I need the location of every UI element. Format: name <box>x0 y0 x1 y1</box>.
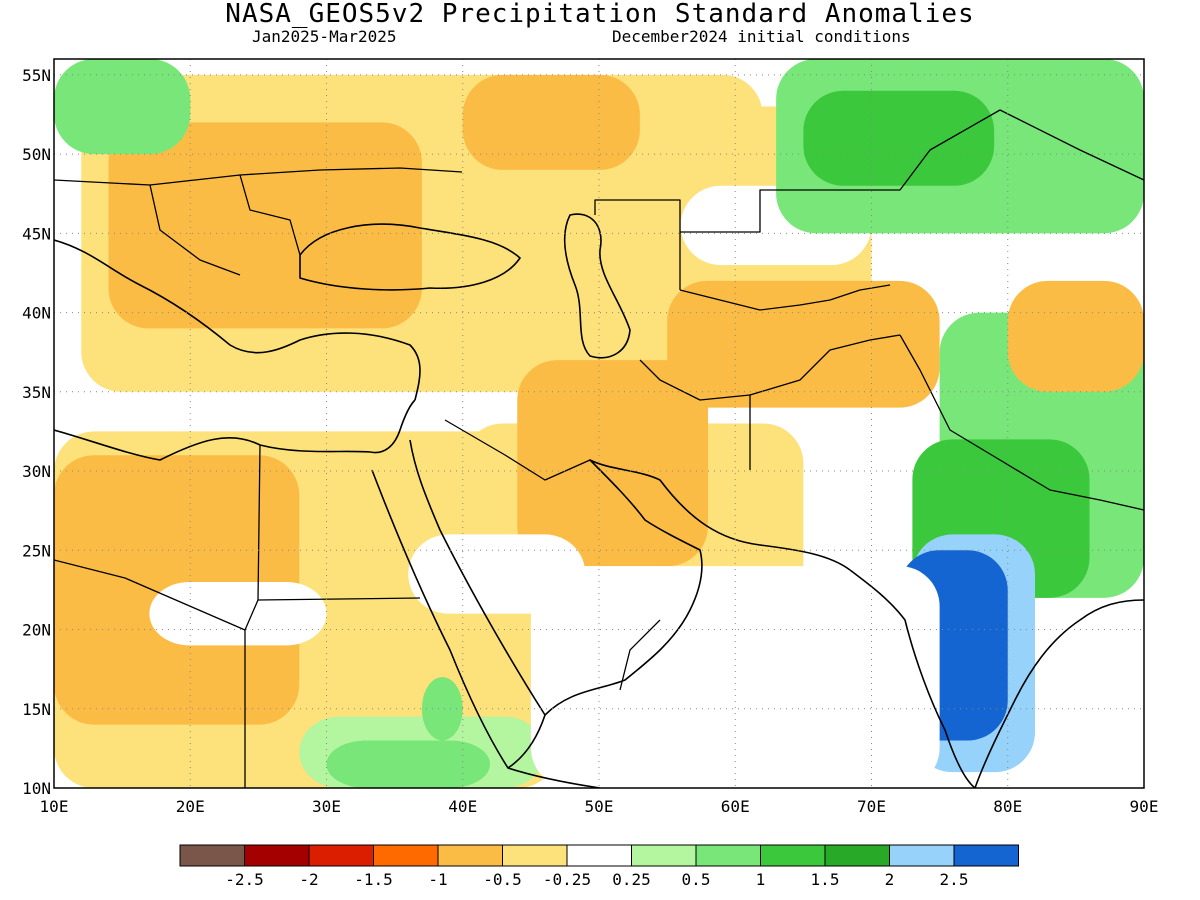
legend-swatch-yellow <box>502 844 568 867</box>
legend-swatch-darkred <box>244 844 310 867</box>
lat-tick-label: 50N <box>22 145 51 164</box>
lon-tick-label: 70E <box>857 797 886 816</box>
map-title: NASA_GEOS5v2 Precipitation Standard Anom… <box>225 0 975 29</box>
legend-swatch-lightorange <box>437 844 503 867</box>
legend-label: -2 <box>299 870 318 889</box>
anomaly-region-green <box>54 59 191 155</box>
lat-tick-label: 40N <box>22 304 51 323</box>
legend-label: 1.5 <box>811 870 840 889</box>
lon-tick-label: 10E <box>40 797 69 816</box>
legend-swatch-green <box>695 844 761 867</box>
legend-label: -1 <box>428 870 447 889</box>
color-legend: -2.5 -2 -1.5 -1 -0.5 -0.25 0.25 0.5 1 1.5 2 2.5 <box>179 844 1019 889</box>
legend-swatch-darkgreen <box>824 844 890 867</box>
lat-tick-label: 15N <box>22 700 51 719</box>
lat-tick-label: 35N <box>22 383 51 402</box>
lon-tick-label: 80E <box>993 797 1022 816</box>
lon-tick-label: 60E <box>721 797 750 816</box>
anomaly-region-lightorange <box>517 360 708 567</box>
forecast-period: Jan2025-Mar2025 <box>252 27 397 46</box>
lon-tick-label: 90E <box>1130 797 1159 816</box>
legend-label: -0.5 <box>483 870 522 889</box>
legend-label: 1 <box>756 870 766 889</box>
lon-tick-label: 50E <box>585 797 614 816</box>
coastline-outlines <box>54 109 1144 788</box>
anomaly-region-white <box>1089 597 1144 788</box>
lat-tick-label: 20N <box>22 621 51 640</box>
anomaly-region-lightorange <box>108 122 422 329</box>
anomaly-region-green <box>421 677 463 741</box>
legend-label: 0.5 <box>682 870 711 889</box>
legend-swatch-white <box>566 844 632 867</box>
map-frame <box>53 58 1145 789</box>
anomaly-region-green <box>326 740 490 788</box>
lat-tick-label: 45N <box>22 224 51 243</box>
initial-conditions: December2024 initial conditions <box>612 27 911 46</box>
legend-label: -0.25 <box>543 870 591 889</box>
lat-tick-label: 25N <box>22 541 51 560</box>
legend-swatch-red <box>308 844 374 867</box>
legend-label: 0.25 <box>612 870 651 889</box>
legend-label: -1.5 <box>354 870 393 889</box>
legend-swatch-orange <box>373 844 439 867</box>
legend-swatch-lightblue <box>889 844 955 867</box>
anomaly-region-white <box>149 581 327 646</box>
anomaly-region-lightorange <box>462 74 640 170</box>
lat-tick-label: 10N <box>22 779 51 798</box>
anomaly-region-midgreen <box>803 90 995 186</box>
legend-swatch-midgreen <box>760 844 826 867</box>
legend-label: -2.5 <box>225 870 264 889</box>
lon-tick-label: 30E <box>312 797 341 816</box>
map-axes: 10E 20E 30E 40E 50E 60E 70E 80E 90E 10N 15N 20N 25N 3… <box>22 66 1158 816</box>
legend-label: 2.5 <box>940 870 969 889</box>
legend-swatch-brown <box>179 844 245 867</box>
lon-tick-label: 20E <box>176 797 205 816</box>
legend-label: 2 <box>885 870 895 889</box>
legend-swatch-blue <box>953 844 1019 867</box>
anomaly-region-lightorange <box>1007 280 1144 392</box>
anomaly-region-lightorange <box>667 280 940 408</box>
legend-swatch-lightgreen <box>631 844 697 867</box>
lon-tick-label: 40E <box>448 797 477 816</box>
lat-tick-label: 30N <box>22 462 51 481</box>
anomaly-field <box>54 59 1144 788</box>
lat-tick-label: 55N <box>22 66 51 85</box>
